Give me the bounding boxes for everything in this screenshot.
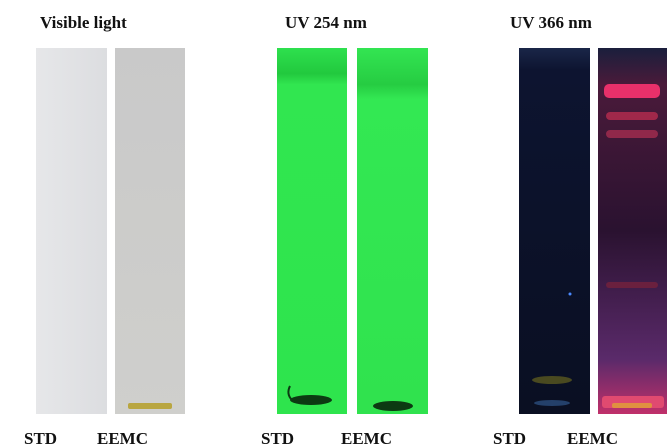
lane-label: STD (24, 429, 57, 448)
spot (606, 130, 658, 138)
spot (373, 401, 413, 411)
lane-label: STD (261, 429, 294, 448)
tlc-plate (598, 48, 667, 414)
panel-title: UV 366 nm (510, 13, 592, 32)
spot (604, 84, 660, 98)
spot (606, 282, 658, 288)
spot (612, 403, 652, 408)
spot (534, 400, 570, 406)
lane-label: EEMC (567, 429, 618, 448)
lane-label: EEMC (341, 429, 392, 448)
lane-label: STD (493, 429, 526, 448)
spot (568, 292, 572, 296)
tlc-plate (277, 48, 347, 414)
panel-title: UV 254 nm (285, 13, 367, 32)
spot (287, 385, 293, 401)
panel-title: Visible light (40, 13, 127, 32)
lane-label: EEMC (97, 429, 148, 448)
tlc-plate (36, 48, 107, 414)
tlc-plate (115, 48, 185, 414)
spot (606, 112, 658, 120)
tlc-plate (519, 48, 590, 414)
spot (532, 376, 572, 384)
spot (290, 395, 332, 405)
spot (128, 403, 172, 409)
tlc-plate (357, 48, 428, 414)
